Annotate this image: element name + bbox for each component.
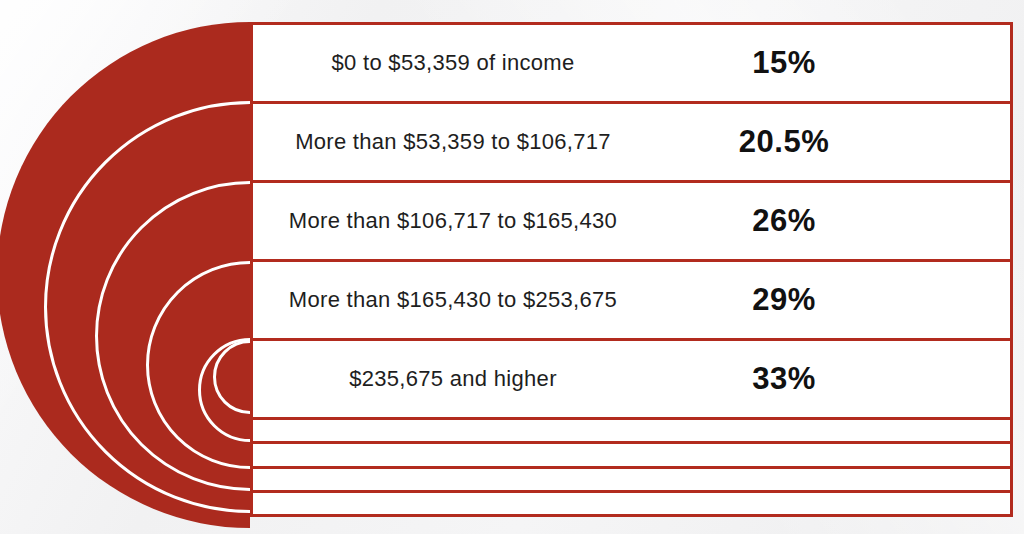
bracket-label: $235,675 and higher <box>253 366 653 392</box>
table-row: More than $106,717 to $165,430 26% <box>253 183 1010 262</box>
table-row: More than $165,430 to $253,675 29% <box>253 262 1010 341</box>
rate-value: 20.5% <box>653 124 915 160</box>
tax-bracket-table: $0 to $53,359 of income 15% More than $5… <box>250 22 1013 517</box>
empty-row <box>253 493 1010 514</box>
rate-value: 33% <box>653 361 915 397</box>
bracket-label: More than $165,430 to $253,675 <box>253 287 653 313</box>
rate-value: 26% <box>653 203 915 239</box>
rate-value: 15% <box>653 45 915 81</box>
empty-row <box>253 444 1010 468</box>
empty-row <box>253 469 1010 493</box>
table-row: $235,675 and higher 33% <box>253 341 1010 420</box>
bullseye-graphic <box>0 0 250 534</box>
rate-value: 29% <box>653 282 915 318</box>
bracket-label: More than $106,717 to $165,430 <box>253 208 653 234</box>
table-row: More than $53,359 to $106,717 20.5% <box>253 104 1010 183</box>
tax-brackets-infographic: $0 to $53,359 of income 15% More than $5… <box>0 0 1024 534</box>
bracket-label: $0 to $53,359 of income <box>253 50 653 76</box>
bracket-label: More than $53,359 to $106,717 <box>253 129 653 155</box>
table-row: $0 to $53,359 of income 15% <box>253 25 1010 104</box>
empty-row <box>253 420 1010 444</box>
